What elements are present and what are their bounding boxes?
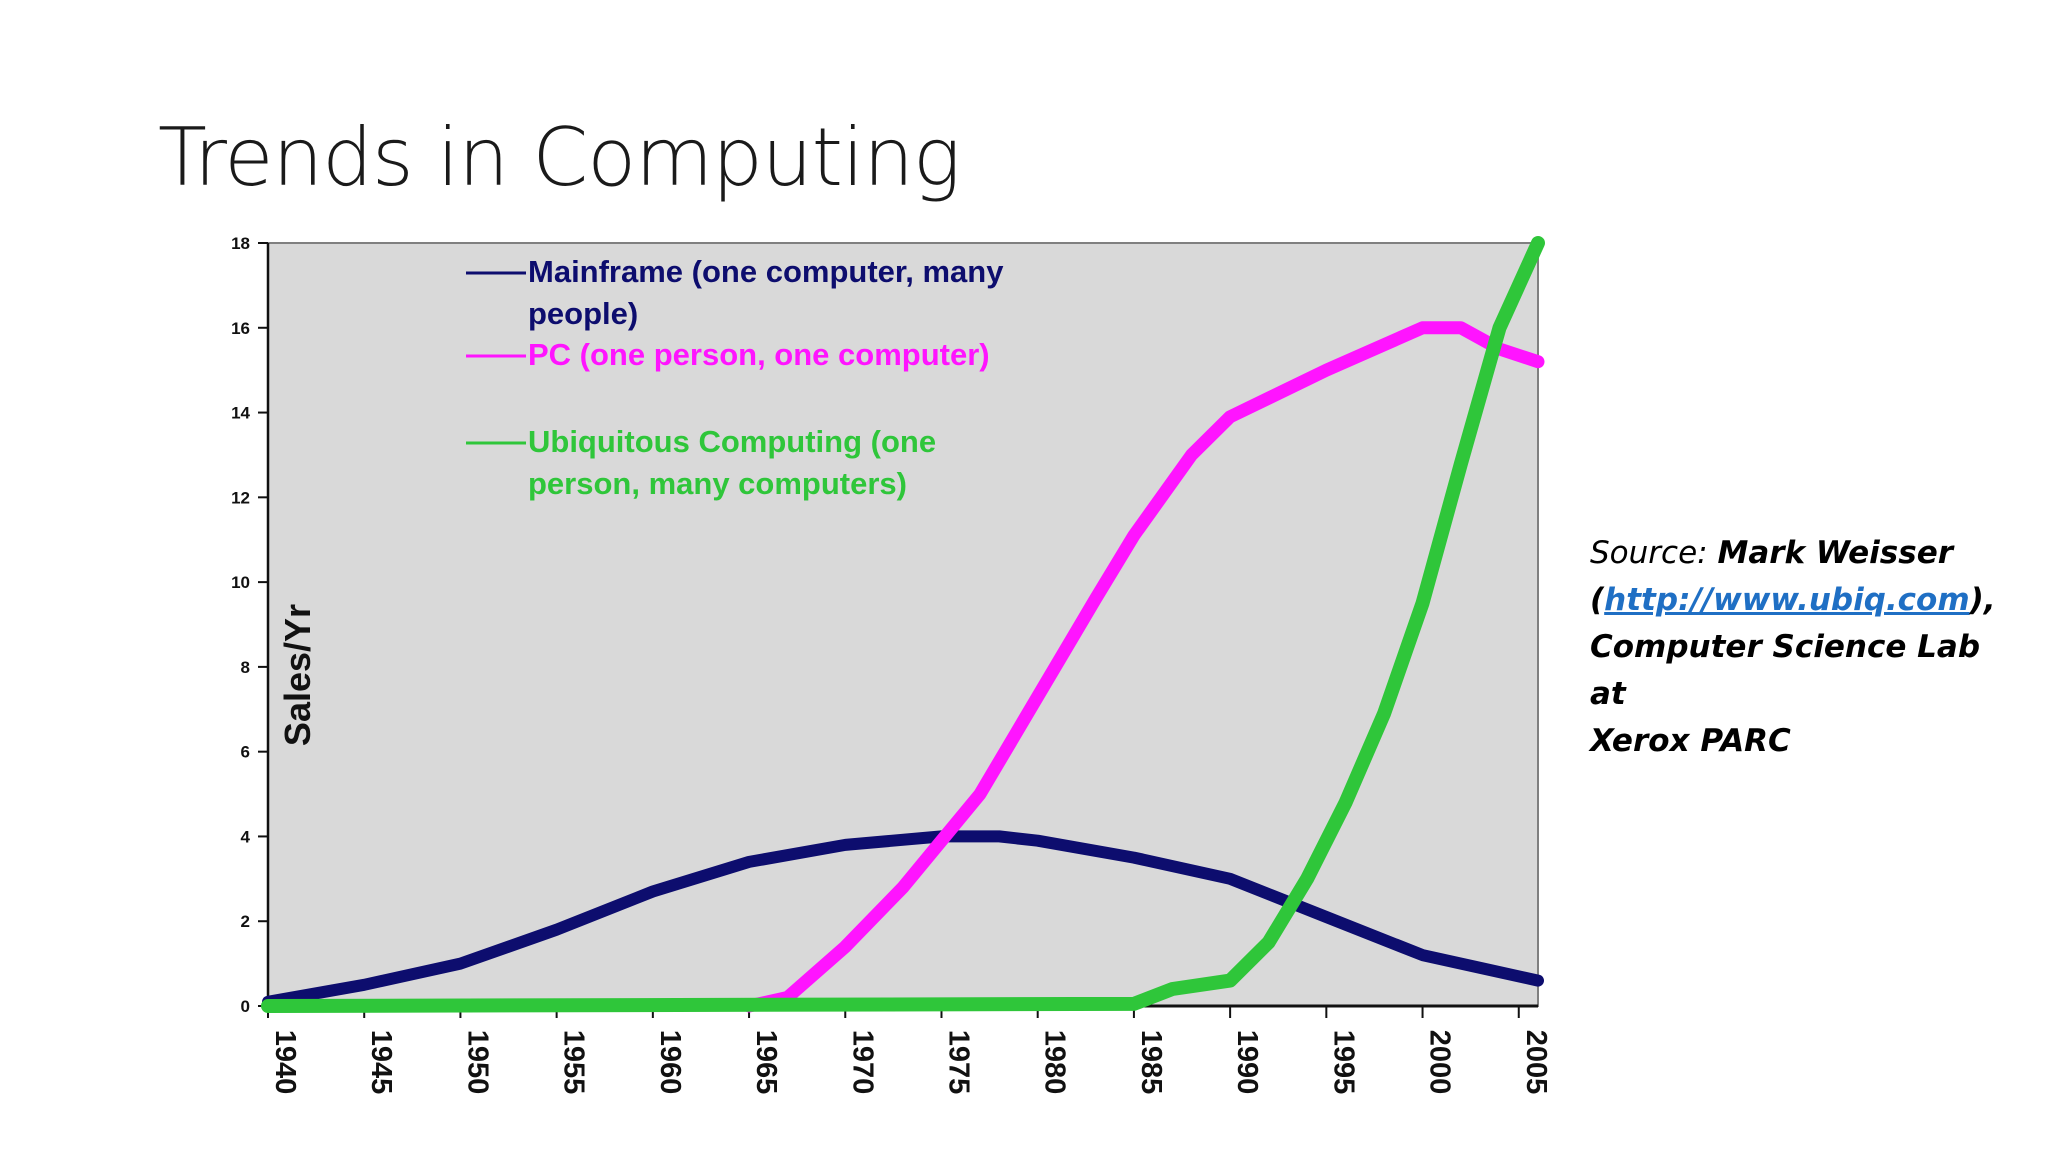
x-tick-label: 1990 <box>1231 1030 1263 1095</box>
source-author: Mark Weisser <box>1717 535 1954 571</box>
x-tick-label: 1960 <box>654 1030 686 1095</box>
y-tick-label: 10 <box>231 573 250 592</box>
source-open-paren: ( <box>1590 582 1605 618</box>
source-link[interactable]: http://www.ubiq.com <box>1604 582 1970 618</box>
source-label: Source: <box>1590 535 1708 571</box>
legend-label: people) <box>528 296 638 331</box>
y-tick-label: 12 <box>231 488 250 507</box>
y-tick-label: 18 <box>231 234 250 253</box>
x-tick-label: 1995 <box>1327 1030 1359 1095</box>
series-line-2 <box>742 321 1545 1013</box>
source-org-line1: Computer Science Lab at <box>1590 629 1981 712</box>
source-citation: Source: Mark Weisser (http://www.ubiq.co… <box>1590 530 2010 765</box>
series-line-3 <box>261 236 1545 1013</box>
legend-label: Mainframe (one computer, many <box>528 254 1004 289</box>
y-axis-title: Sales/Yr <box>277 604 318 746</box>
x-tick-label: 1970 <box>846 1030 878 1095</box>
x-tick-label: 1975 <box>942 1030 974 1095</box>
x-tick-label: 1980 <box>1039 1030 1071 1095</box>
legend-label: PC (one person, one computer) <box>528 337 990 372</box>
y-tick-label: 2 <box>241 912 250 931</box>
legend-label: person, many computers) <box>528 466 907 501</box>
x-tick-label: 2000 <box>1424 1030 1456 1095</box>
x-tick-label: 1945 <box>365 1030 397 1095</box>
y-tick-label: 4 <box>241 827 251 846</box>
x-tick-label: 1940 <box>269 1030 301 1095</box>
legend-label: Ubiquitous Computing (one <box>528 424 936 459</box>
x-tick-label: 1985 <box>1135 1030 1167 1095</box>
x-tick-label: 1950 <box>461 1030 493 1095</box>
x-tick-label: 1965 <box>750 1030 782 1095</box>
slide-title: Trends in Computing <box>158 111 961 204</box>
x-tick-label: 1955 <box>558 1030 590 1095</box>
y-tick-label: 16 <box>231 319 250 338</box>
y-tick-label: 0 <box>241 997 250 1016</box>
x-tick-label: 2005 <box>1520 1030 1552 1095</box>
source-org-line2: Xerox PARC <box>1590 723 1791 759</box>
y-tick-label: 8 <box>241 658 250 677</box>
source-close-paren: ), <box>1969 582 1996 618</box>
series-line-1 <box>262 830 1544 1008</box>
y-tick-label: 6 <box>241 743 250 762</box>
y-tick-label: 14 <box>231 404 250 423</box>
